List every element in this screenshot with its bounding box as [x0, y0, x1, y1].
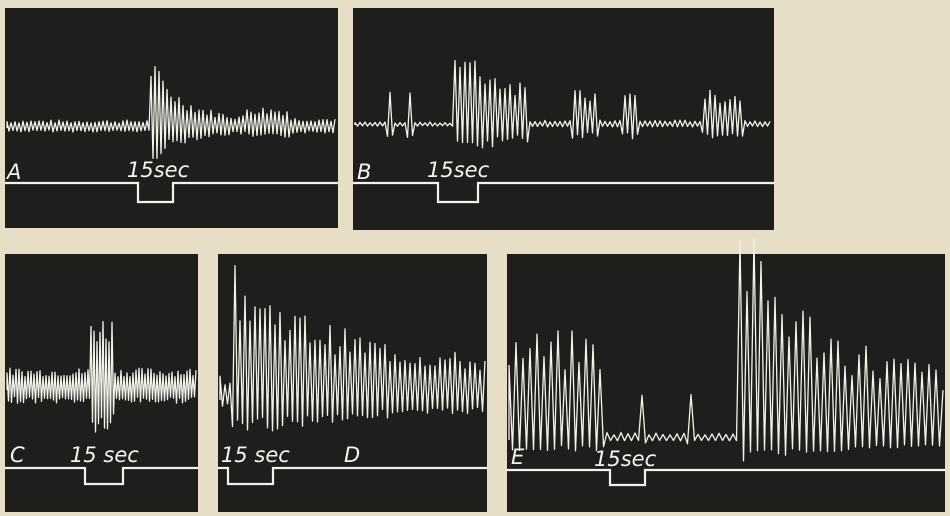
time-marker: 15sec	[127, 158, 190, 182]
panel-label: C	[10, 443, 25, 467]
figure: A 15sec B 15sec C 15 sec D 15 sec E 15se…	[0, 0, 950, 516]
page: A 15sec B 15sec C 15 sec D 15 sec E 15se…	[0, 0, 950, 516]
time-marker: 15 sec	[221, 443, 290, 467]
time-marker: 15sec	[594, 447, 657, 471]
time-marker: 15 sec	[70, 443, 139, 467]
panel-label: B	[357, 160, 371, 184]
panel-label: A	[5, 160, 21, 184]
panel-label: D	[344, 443, 360, 467]
panel-b	[353, 8, 774, 230]
time-marker: 15sec	[427, 158, 490, 182]
